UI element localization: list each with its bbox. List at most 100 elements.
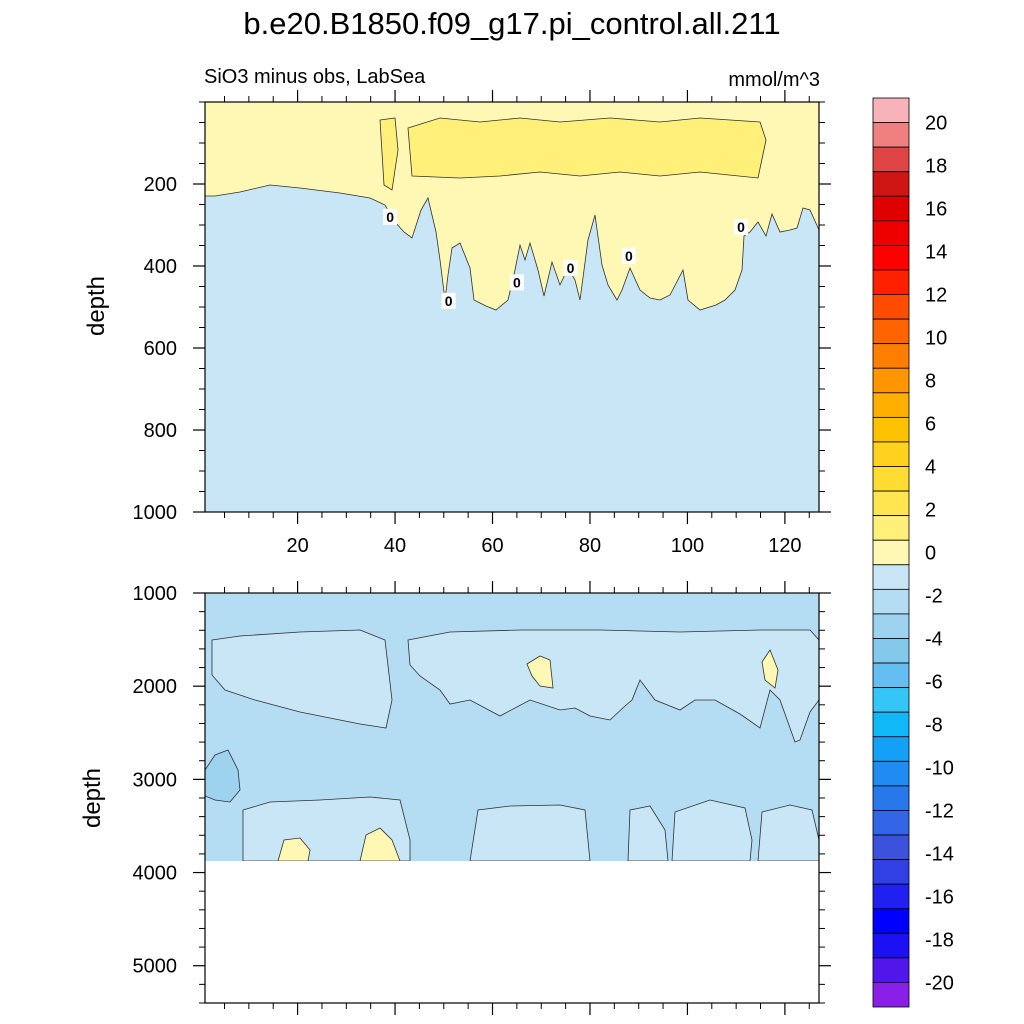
colorbar-swatch (872, 97, 910, 123)
colorbar-swatch (872, 859, 910, 885)
y-tick-label: 4000 (133, 863, 178, 885)
colorbar-swatch (872, 490, 910, 517)
colorbar-swatch (872, 613, 910, 639)
top-contour-labels: 0 0 0 0 0 0 (383, 208, 749, 309)
colorbar-label: 10 (925, 328, 947, 350)
contour-label-text: 0 (625, 248, 633, 264)
colorbar-swatch (872, 416, 910, 443)
figure-title: b.e20.B1850.f09_g17.pi_control.all.211 (243, 6, 781, 41)
colorbar-label: -16 (925, 886, 954, 908)
colorbar-label: 12 (925, 285, 947, 307)
y-tick-label: 2000 (133, 676, 178, 698)
colorbar-label: -6 (925, 671, 943, 693)
colorbar-swatch (872, 957, 910, 983)
colorbar-swatch (872, 195, 910, 222)
x-tick-label: 60 (481, 535, 503, 557)
colorbar-label: 20 (925, 113, 947, 135)
colorbar-label: 16 (925, 199, 947, 221)
y-tick-label: 600 (144, 338, 177, 360)
colorbar-swatch (872, 539, 910, 566)
colorbar-swatch (872, 982, 910, 1008)
colorbar-swatch (872, 466, 910, 492)
y-tick-label: 1000 (133, 583, 178, 605)
colorbar-label: -20 (925, 972, 954, 994)
top-panel: 20 40 60 80 100 120 200 400 600 800 1000 0 0 0 0 0 0 de… (83, 90, 831, 557)
colorbar-label: 0 (925, 543, 936, 565)
subtitle-left: SiO3 minus obs, LabSea (204, 66, 426, 88)
colorbar-swatch (872, 343, 910, 369)
contour-label-text: 0 (567, 260, 575, 276)
top-axis-ticks: 20 40 60 80 100 120 200 400 600 800 1000 (133, 90, 831, 557)
colorbar-label: -8 (925, 714, 943, 736)
bottom-y-axis-label: depth (79, 768, 106, 828)
colorbar-swatch (872, 269, 910, 295)
contour-label: 0 (383, 208, 398, 225)
bottom-contour-fill (205, 593, 819, 1003)
contour-label-text: 0 (737, 219, 745, 235)
colorbar-label: -4 (925, 628, 943, 650)
colorbar-swatch (872, 171, 910, 197)
colorbar-label: 2 (925, 500, 936, 522)
colorbar-label: -10 (925, 757, 954, 779)
colorbar-swatch (872, 908, 910, 934)
colorbar-swatch (872, 638, 910, 664)
colorbar-swatch (872, 883, 910, 910)
contour-label: 0 (441, 292, 456, 309)
colorbar-swatch (872, 245, 910, 271)
colorbar-swatch (872, 146, 910, 173)
contour-label-text: 0 (445, 293, 453, 309)
colorbar-swatch (872, 810, 910, 836)
colorbar-swatch (872, 711, 910, 738)
subtitle-units: mmol/m^3 (728, 69, 820, 91)
colorbar-label: -12 (925, 800, 954, 822)
colorbar-swatch (872, 441, 910, 467)
top-y-axis-label: depth (83, 276, 110, 336)
y-tick-label: 400 (144, 256, 177, 278)
colorbar-swatch (872, 515, 910, 541)
colorbar-swatch (872, 588, 910, 615)
colorbar-label: 6 (925, 414, 936, 436)
x-tick-label: 40 (384, 535, 406, 557)
contour-label: 0 (621, 247, 636, 264)
colorbar-swatch (872, 736, 910, 762)
colorbar-label: -2 (925, 585, 943, 607)
colorbar-swatch (872, 392, 910, 418)
colorbar-label: 14 (925, 242, 947, 264)
colorbar-swatch (872, 318, 910, 345)
colorbar-label: 18 (925, 156, 947, 178)
y-tick-label: 1000 (133, 502, 178, 524)
bottom-panel: 1000 2000 3000 4000 5000 depth (79, 581, 831, 1015)
bottom-axis-ticks: 1000 2000 3000 4000 5000 (133, 581, 831, 1015)
x-tick-label: 80 (579, 535, 601, 557)
colorbar-swatch (872, 834, 910, 860)
colorbar-swatch (872, 662, 910, 689)
contour-label: 0 (734, 219, 749, 236)
y-tick-label: 3000 (133, 769, 178, 791)
colorbar-swatch (872, 122, 910, 148)
y-tick-label: 800 (144, 420, 177, 442)
colorbar-swatch (872, 760, 910, 787)
x-tick-label: 120 (768, 535, 801, 557)
top-contour-fill (205, 102, 819, 512)
contour-label-text: 0 (513, 274, 521, 290)
colorbar-swatch (872, 564, 910, 590)
colorbar-swatch (872, 687, 910, 713)
y-tick-label: 5000 (133, 956, 178, 978)
contour-label-text: 0 (386, 209, 394, 225)
colorbar: 20181614121086420-2-4-6-8-10-12-14-16-18… (872, 97, 954, 1008)
contour-label: 0 (563, 260, 578, 277)
colorbar-swatch (872, 294, 910, 320)
colorbar-label: -18 (925, 929, 954, 951)
colorbar-label: -14 (925, 843, 954, 865)
colorbar-label: 4 (925, 457, 936, 479)
y-tick-label: 200 (144, 174, 177, 196)
x-tick-label: 20 (286, 535, 308, 557)
contour-label: 0 (509, 274, 524, 291)
colorbar-swatch (872, 785, 910, 811)
colorbar-swatch (872, 932, 910, 959)
colorbar-swatch (872, 367, 910, 394)
x-tick-label: 100 (671, 535, 704, 557)
colorbar-swatch (872, 220, 910, 246)
colorbar-label: 8 (925, 371, 936, 393)
